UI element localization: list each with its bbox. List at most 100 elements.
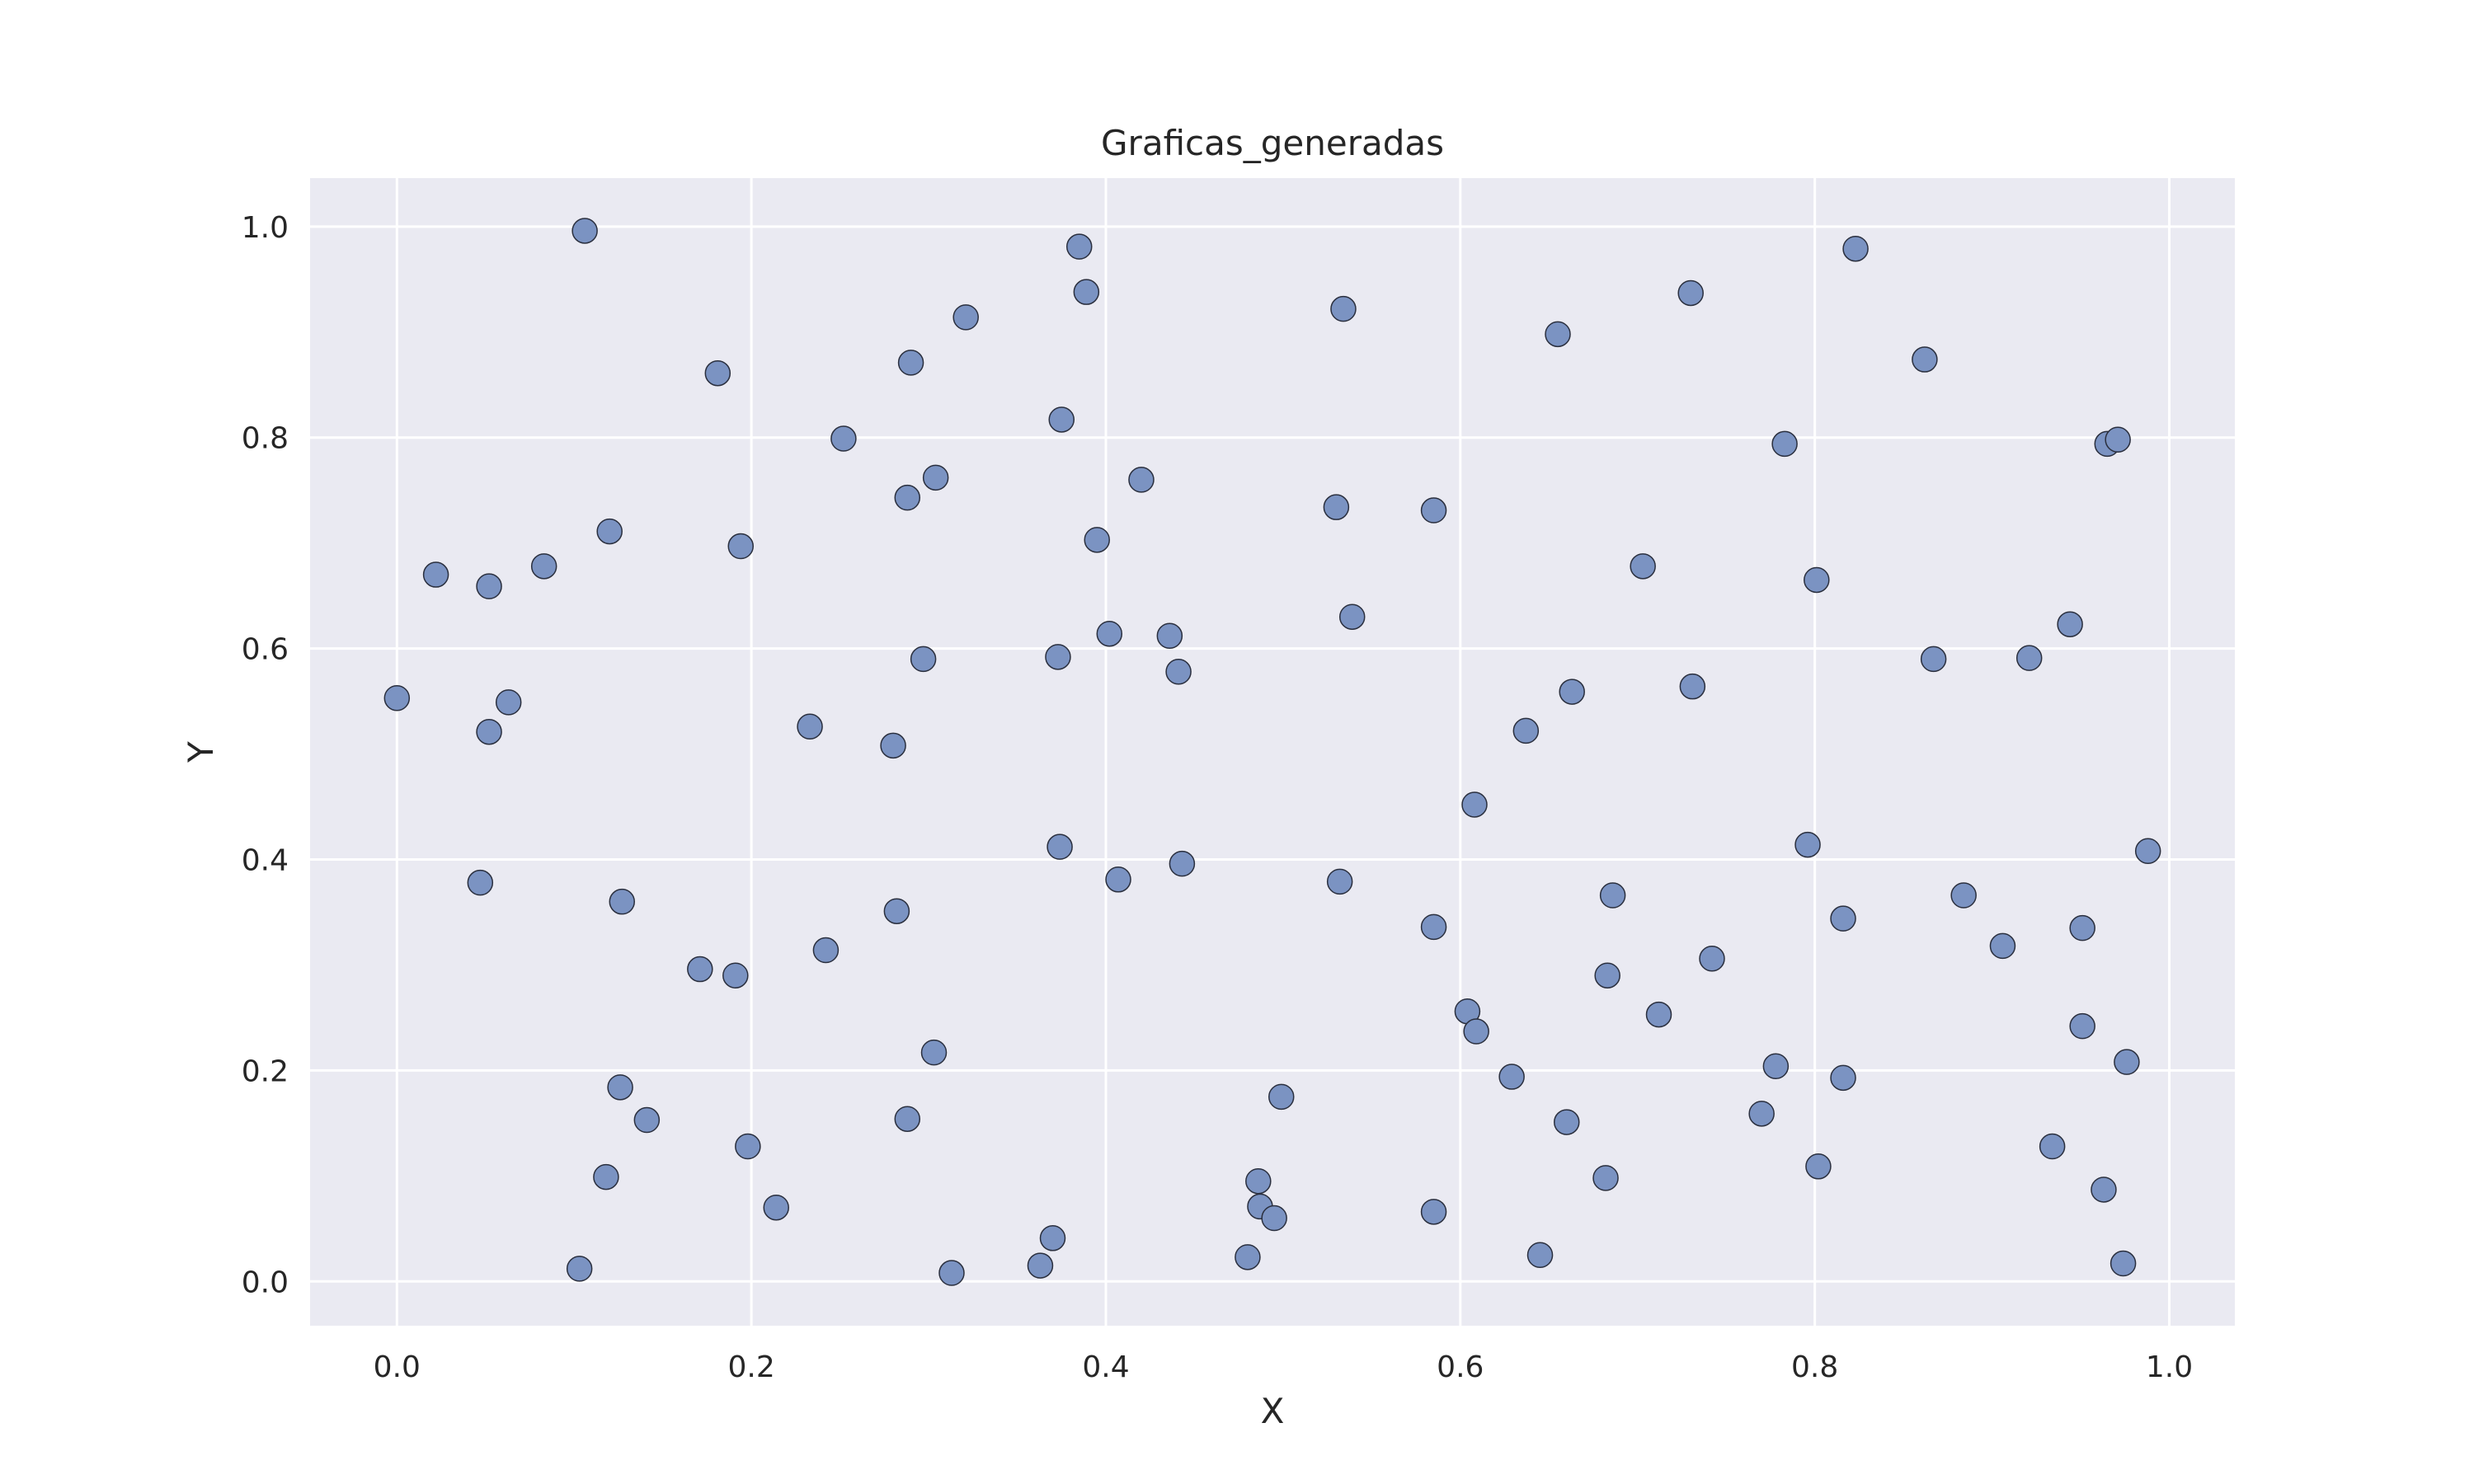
y-tick-labels: 0.0 0.2 0.4 0.6 0.8 1.0 [242,211,289,1299]
x-tick-label: 0.0 [374,1350,421,1384]
y-tick-label: 0.2 [242,1054,289,1088]
scatter-point [1762,1053,1790,1080]
scatter-point [1047,834,1073,860]
scatter-point [1326,868,1353,895]
scatter-point [1128,467,1155,493]
scatter-point [1420,1199,1447,1225]
scatter-point [797,713,823,740]
scatter-point [1830,905,1856,932]
scatter-point [1039,1225,1066,1252]
scatter-point [1794,831,1821,858]
scatter-point [593,1163,619,1190]
scatter-point [495,689,522,716]
chart-title: Graficas_generadas [1101,123,1444,163]
scatter-point [1771,430,1798,458]
y-tick-label: 0.6 [242,633,289,667]
scatter-point [1989,932,2016,960]
scatter-point [1699,946,1725,972]
scatter-point [1679,673,1706,700]
scatter-point [2039,1133,2066,1160]
scatter-point [735,1133,761,1160]
scatter-point [1920,646,1947,673]
y-tick-label: 1.0 [242,211,289,245]
scatter-point [1599,882,1626,909]
scatter-point [1804,566,1830,594]
scatter-point [1156,622,1183,650]
scatter-point [922,464,949,491]
scatter-point [2057,611,2083,637]
scatter-point [1463,1018,1489,1045]
scatter-point [383,685,411,711]
scatter-point [1245,1167,1272,1195]
scatter-point [938,1260,965,1286]
scatter-point [1105,866,1131,893]
scatter-point [1554,1109,1580,1135]
scatter-point [571,218,598,244]
scatter-point [1165,659,1192,685]
scatter-point [422,561,449,588]
scatter-point [894,484,921,511]
y-axis-label: Y [181,741,221,763]
scatter-point [1526,1242,1554,1269]
scatter-point [1630,553,1656,580]
scatter-point [1330,295,1357,322]
scatter-point [1594,962,1620,989]
x-tick-labels: 0.0 0.2 0.4 0.6 0.8 1.0 [374,1350,2193,1384]
x-axis-label: X [1261,1391,1285,1431]
scatter-point [687,956,713,983]
scatter-point [1338,603,1366,630]
y-tick-label: 0.8 [242,422,289,456]
x-tick-label: 0.8 [1791,1350,1838,1384]
data-points [383,218,2161,1286]
scatter-point [1559,679,1585,705]
scatter-point [2114,1049,2140,1075]
x-tick-label: 0.6 [1437,1350,1484,1384]
scatter-point [2134,838,2161,865]
scatter-point [1420,913,1447,941]
scatter-point [467,869,494,896]
scatter-point [1512,717,1540,744]
scatter-point [1235,1244,1261,1270]
scatter-point [607,1074,633,1101]
scatter-point [704,359,731,387]
scatter-point [1498,1064,1525,1090]
scatter-point [894,1106,921,1132]
scatter-point [952,304,979,331]
y-tick-label: 0.0 [242,1266,289,1299]
scatter-point [1096,620,1123,647]
scatter-point [1268,1083,1295,1111]
y-tick-label: 0.4 [242,844,289,878]
scatter-point [476,718,502,745]
scatter-point [1912,346,1938,373]
scatter-point [1420,497,1447,524]
scatter-point [609,888,636,915]
scatter-point [1645,1001,1672,1028]
scatter-point [897,350,924,376]
scatter-point [830,425,857,452]
scatter-point [812,937,840,964]
scatter-point [1323,494,1350,520]
scatter-point [1084,527,1110,553]
gridlines [310,178,2235,1326]
scatter-point [910,646,937,673]
scatter-point [596,518,623,545]
scatter-point [1805,1153,1832,1180]
scatter-point [2015,645,2043,671]
scatter-point [633,1106,661,1134]
scatter-point [2091,1176,2117,1203]
scatter-point [1830,1064,1856,1092]
x-tick-label: 0.4 [1082,1350,1129,1384]
scatter-point [530,553,557,580]
scatter-point [880,732,906,759]
scatter-point [2069,914,2095,942]
scatter-point [1048,406,1075,433]
scatter-point [727,533,754,560]
scatter-point [2109,1250,2137,1277]
scatter-point [722,962,749,989]
scatter-point [1065,233,1093,260]
scatter-point [2069,1012,2095,1040]
scatter-point [1545,321,1571,348]
scatter-point [476,573,502,599]
scatter-point [920,1039,948,1066]
